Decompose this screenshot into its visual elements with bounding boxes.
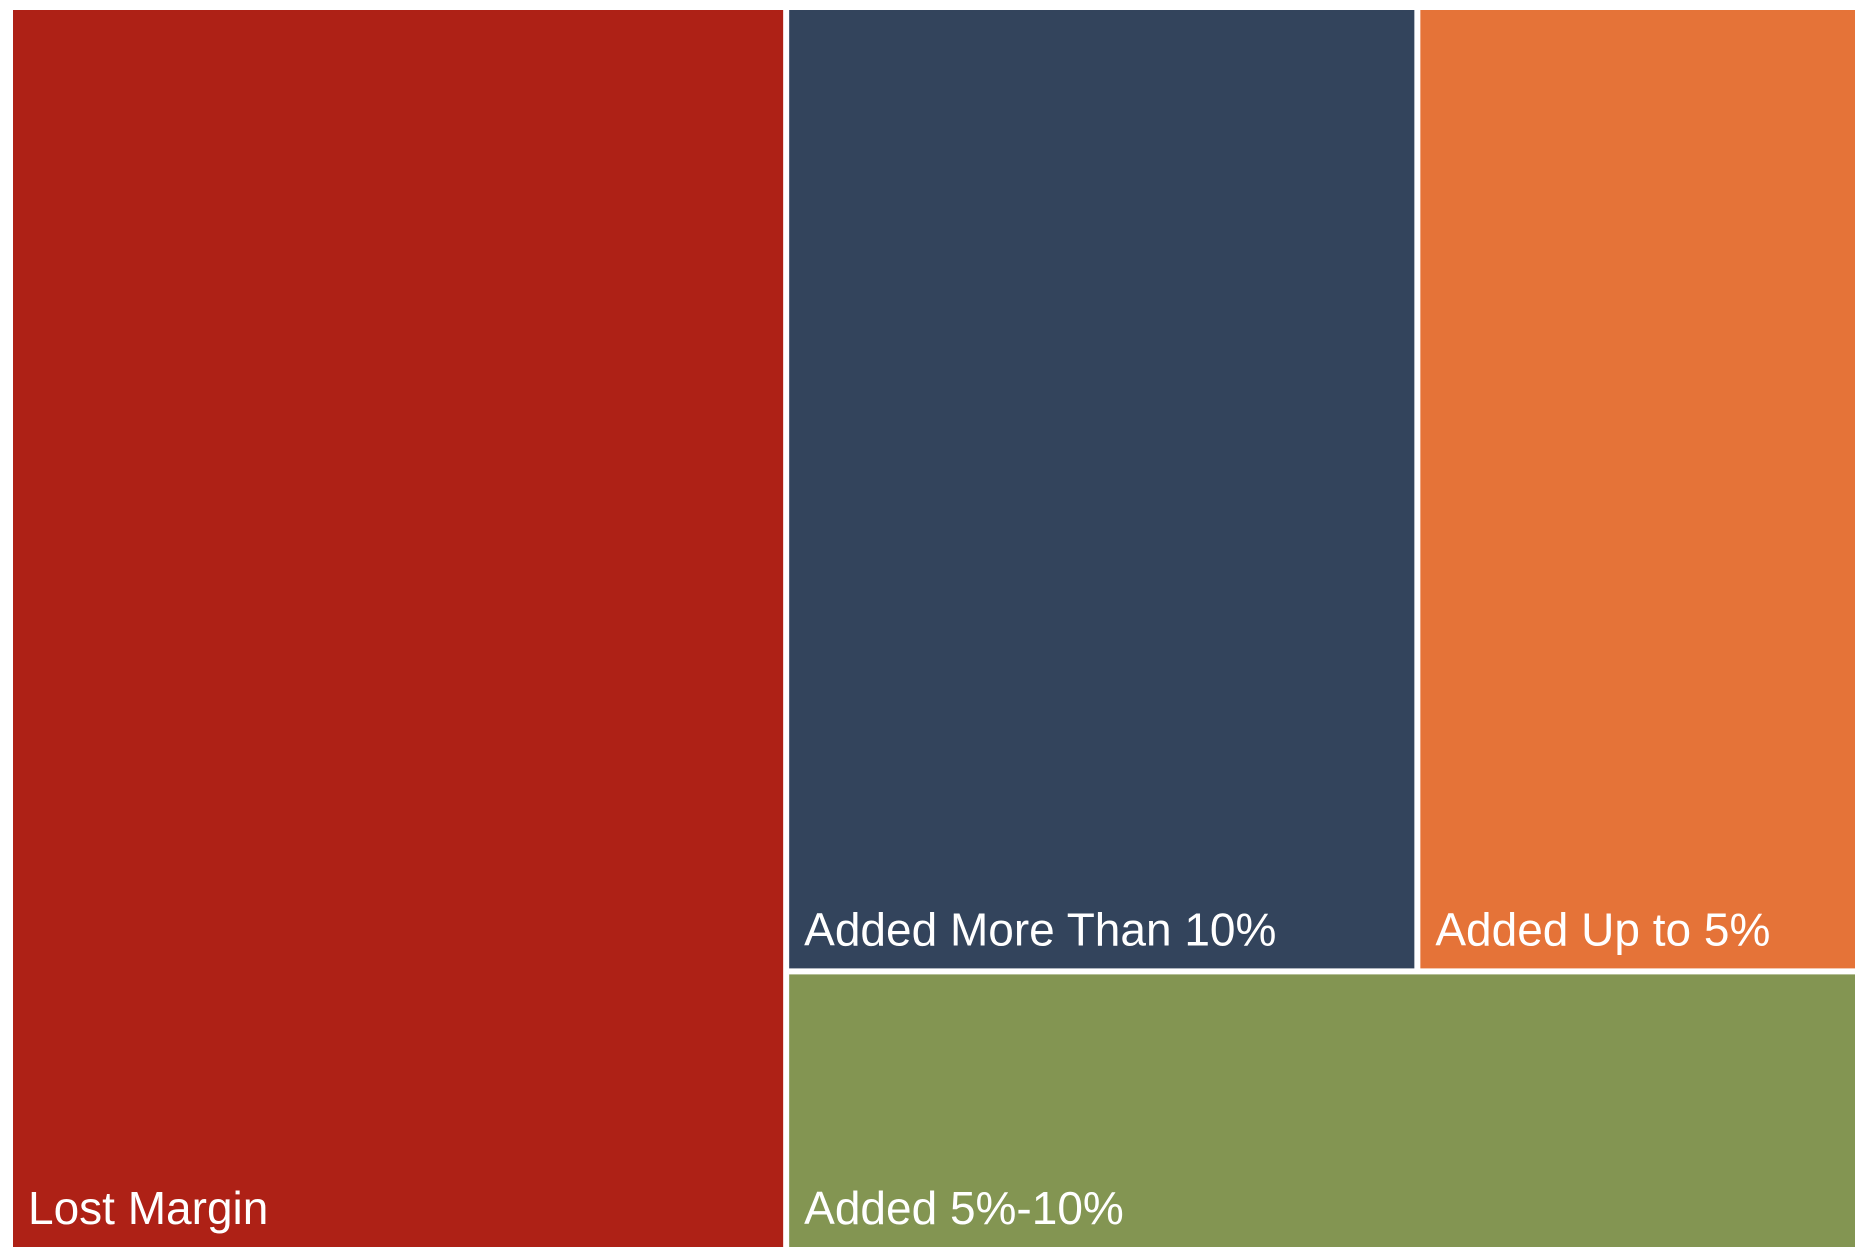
tile-label: Added 5%-10% (804, 1182, 1124, 1234)
tile-label: Added Up to 5% (1435, 903, 1770, 955)
tile (13, 10, 784, 1247)
tile (789, 974, 1856, 1247)
tile-label: Lost Margin (28, 1182, 268, 1234)
tile-label: Added More Than 10% (804, 903, 1276, 955)
tile (1420, 10, 1855, 969)
tile (789, 10, 1415, 969)
